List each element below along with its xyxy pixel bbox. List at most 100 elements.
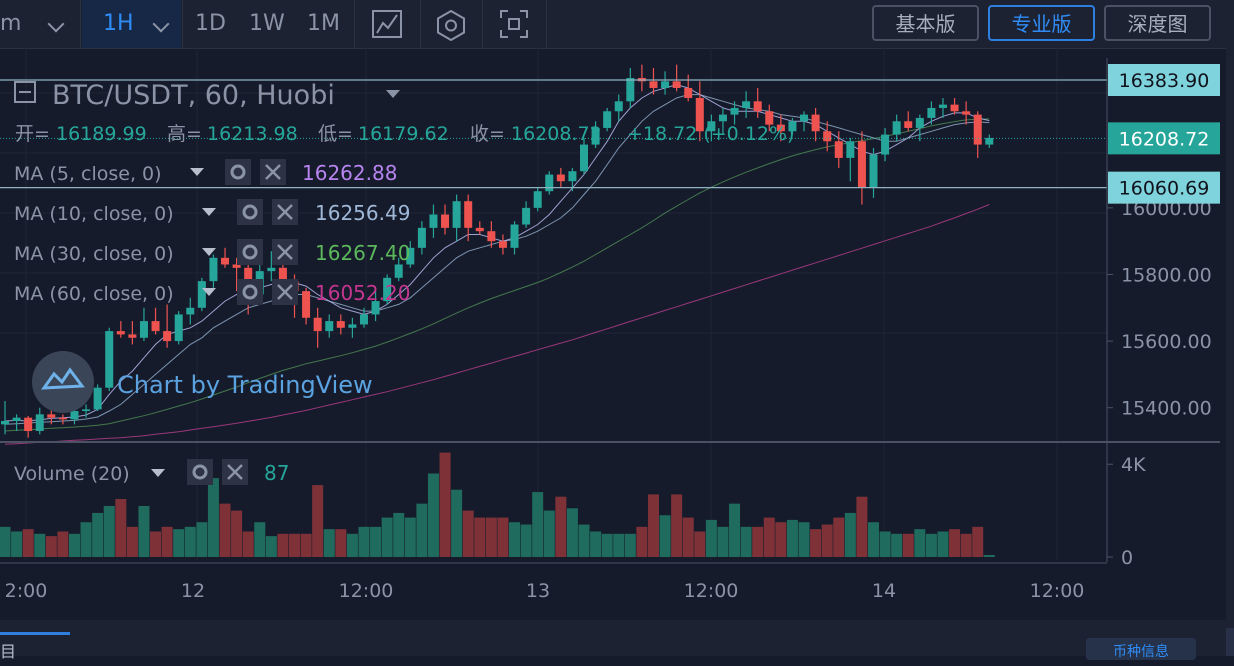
candle-body: [139, 321, 148, 338]
candle-body: [938, 104, 947, 108]
candle-body: [985, 137, 994, 145]
indicators-icon[interactable]: [435, 9, 467, 41]
volume-bar: [694, 531, 706, 557]
candle-body: [927, 107, 936, 118]
interval-1m-button[interactable]: 1M: [307, 11, 340, 36]
volume-bar: [312, 485, 324, 557]
ma30-dropdown-icon[interactable]: [202, 248, 216, 256]
ma60-settings-icon[interactable]: [237, 279, 263, 305]
candle-body: [487, 231, 496, 242]
ma-row-60: MA (60, close, 0) 16052.20: [14, 279, 410, 305]
candle-body: [533, 191, 542, 208]
candle-body: [973, 114, 982, 145]
volume-bar: [485, 517, 497, 557]
candle-body: [672, 81, 681, 88]
candle-body: [12, 417, 21, 422]
volume-bar: [868, 522, 879, 557]
pro-view-button[interactable]: 专业版: [988, 5, 1095, 41]
ma10-dropdown-icon[interactable]: [202, 208, 216, 216]
volume-bar: [346, 533, 358, 557]
ma10-settings-icon[interactable]: [237, 199, 263, 225]
chart-area[interactable]: 16000.00 15800.00 15600.00 15400.00 4K 0 2:00 1…: [0, 48, 1234, 620]
candle-body: [823, 131, 832, 142]
candle-body: [730, 107, 739, 115]
ma5-value: 16262.88: [302, 161, 397, 185]
price-tick-label: 15400.00: [1121, 398, 1212, 420]
watermark-text: Chart by TradingView: [117, 371, 373, 399]
ma10-line: [4, 94, 990, 425]
time-tick-label: 12: [181, 580, 205, 602]
price-level-label: 16060.69: [1119, 178, 1210, 200]
ma5-settings-icon[interactable]: [225, 159, 251, 185]
fullscreen-icon[interactable]: [499, 9, 529, 39]
interval-1w-button[interactable]: 1W: [249, 11, 285, 36]
candle-body: [568, 171, 577, 182]
volume-bar: [740, 526, 752, 557]
candle-body: [278, 267, 287, 282]
candle-body: [70, 411, 79, 420]
ohlc-change-value: +18.72 (+0.12%): [627, 123, 794, 145]
basic-view-button[interactable]: 基本版: [872, 5, 979, 41]
current-price-label-bg: [1108, 122, 1220, 155]
price-lines: [0, 79, 1107, 189]
collapse-legend-icon[interactable]: [14, 81, 36, 103]
volume-bar: [451, 489, 463, 557]
volume-bar: [207, 478, 219, 557]
volume-bar: [972, 526, 984, 557]
ma-row-10: MA (10, close, 0) 16256.49: [14, 199, 410, 225]
candle-body: [649, 81, 658, 88]
candle-body: [950, 104, 959, 112]
coin-info-button[interactable]: 币种信息: [1086, 638, 1196, 660]
candle-body: [93, 387, 102, 410]
volume-bar: [937, 531, 949, 557]
candle-body: [128, 334, 137, 338]
volume-bar: [810, 529, 822, 557]
volume-bar: [80, 522, 92, 557]
candles: [1, 64, 994, 438]
candle-body: [232, 264, 241, 268]
candle-body: [556, 174, 565, 182]
candle-body: [209, 257, 218, 282]
symbol-dropdown-icon[interactable]: [386, 90, 400, 98]
volume-bar: [323, 529, 335, 557]
chart-style-icon[interactable]: [371, 9, 403, 39]
candle-body: [336, 321, 345, 328]
ohlc-low-label: 低=: [318, 123, 353, 145]
volume-dropdown-icon[interactable]: [151, 469, 165, 477]
right-edge: [1226, 48, 1234, 620]
ma5-dropdown-icon[interactable]: [190, 168, 204, 176]
candle-body: [962, 111, 971, 115]
chart-type-partial-label[interactable]: m: [0, 11, 22, 36]
candle-body: [348, 324, 357, 328]
ma30-settings-icon[interactable]: [237, 239, 263, 265]
ohlc-high-value: 16213.98: [207, 123, 298, 145]
depth-view-button[interactable]: 深度图: [1104, 5, 1211, 41]
volume-bar: [949, 529, 961, 557]
chevron-down-icon[interactable]: [47, 15, 65, 33]
volume-bar: [555, 496, 567, 557]
volume-settings-icon[interactable]: [187, 459, 213, 485]
volume-bar: [844, 512, 856, 557]
interval-1h-button[interactable]: 1H: [103, 11, 134, 36]
volume-bar: [277, 533, 289, 557]
volume-bar: [68, 533, 80, 557]
toolbar-divider: [420, 0, 421, 48]
candle-body: [869, 154, 878, 188]
candle-body: [915, 117, 924, 128]
volume-bar: [0, 526, 11, 557]
active-tab-indicator: [0, 632, 70, 635]
ma60-dropdown-icon[interactable]: [202, 288, 216, 296]
ohlc-close-label: 收=: [470, 123, 505, 145]
candle-body: [510, 224, 519, 248]
interval-1d-button[interactable]: 1D: [195, 11, 226, 36]
volume-bar: [57, 531, 69, 557]
tradingview-watermark: Chart by TradingView: [32, 351, 373, 413]
bottom-tab-label[interactable]: 目: [0, 642, 17, 661]
volume-bar: [879, 531, 891, 557]
cloud-icon: [40, 367, 85, 390]
candle-body: [163, 331, 172, 342]
volume-bar: [960, 533, 972, 557]
volume-bar: [11, 531, 23, 557]
candle-body: [695, 97, 704, 132]
